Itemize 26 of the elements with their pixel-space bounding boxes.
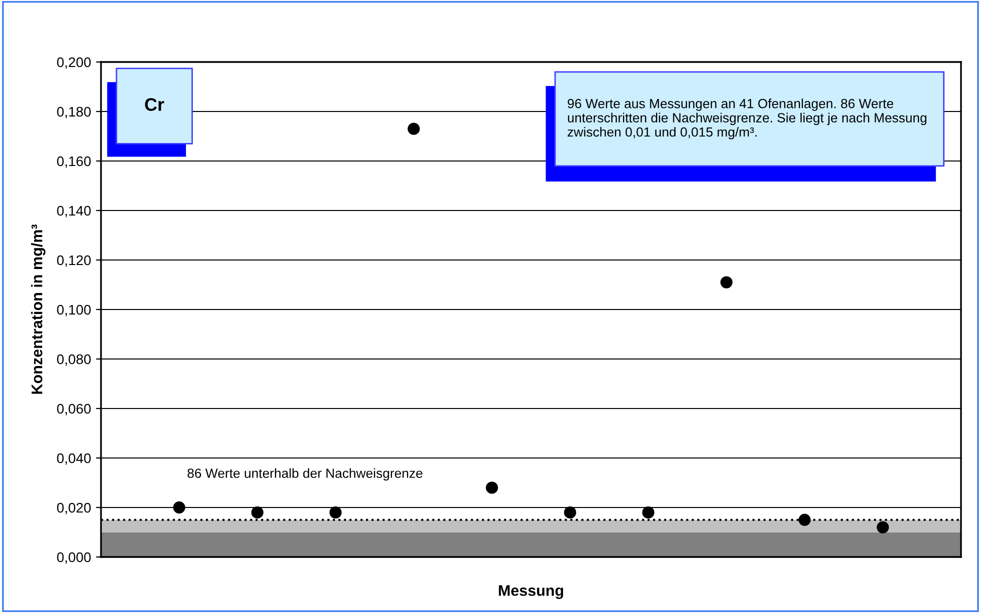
text: Cr xyxy=(145,98,164,111)
point xyxy=(173,501,186,514)
y-axis-title: Konzentration in mg/m³ xyxy=(31,224,46,394)
y-tick-label: 0,100 xyxy=(57,304,91,316)
point xyxy=(329,506,342,519)
y-tick-label: 0,180 xyxy=(57,106,91,118)
y-tick-label: 0,020 xyxy=(57,502,91,514)
y-tick-label: 0,040 xyxy=(57,453,91,465)
point xyxy=(408,122,420,135)
y-tick-label: 0,140 xyxy=(57,206,91,218)
y-tick-label: 0,120 xyxy=(57,255,91,267)
point xyxy=(720,276,733,288)
x-axis-title: Messung xyxy=(498,585,564,600)
point xyxy=(642,506,654,519)
point xyxy=(876,521,889,534)
y-tick-label: 0,160 xyxy=(57,156,91,168)
y-tick-label: 0,200 xyxy=(57,57,91,69)
annotation: 96 Werte aus Messungen an 41 Ofenanlagen. 86 Werte unterschritten die Nachweisgrenze. Sie liegt je nach Messung zwischen 0,01 und 0,015 mg/m³. xyxy=(568,98,926,140)
y-tick-label: 0,060 xyxy=(57,404,91,416)
y-tick-label: 0,000 xyxy=(57,552,91,564)
point xyxy=(486,482,498,494)
point xyxy=(564,506,576,519)
annotation: 86 Werte unterhalb der Nachweisgrenze xyxy=(188,468,422,481)
y-tick-label: 0,080 xyxy=(57,354,91,366)
point xyxy=(798,514,811,526)
point xyxy=(251,506,264,519)
